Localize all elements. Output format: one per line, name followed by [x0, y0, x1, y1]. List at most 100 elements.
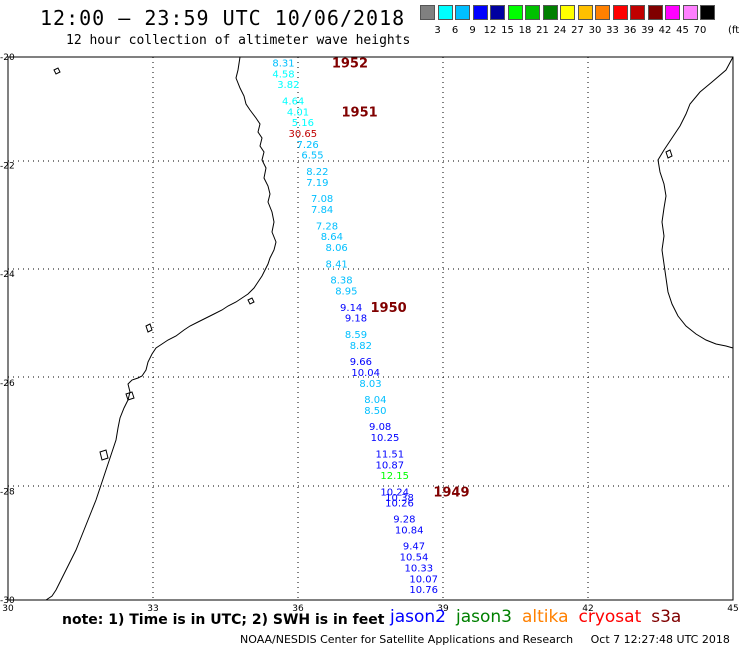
- wave-height-label: 9.14: [340, 303, 362, 314]
- small-island-3: [145, 323, 153, 333]
- wave-height-label: 9.28: [393, 515, 415, 526]
- wave-height-label: 30.65: [289, 129, 318, 140]
- wave-height-label: 9.66: [350, 357, 372, 368]
- legend-tick-label: 36: [623, 25, 637, 36]
- legend-swatch: [455, 5, 470, 20]
- wave-height-label: 6.55: [301, 151, 323, 162]
- legend-swatch: [560, 5, 575, 20]
- legend-tick-label: 33: [606, 25, 619, 36]
- wave-height-label: 10.54: [400, 553, 429, 564]
- wave-height-label: 10.87: [376, 460, 405, 471]
- satellite-name: cryosat: [578, 607, 642, 627]
- satellite-name: altika: [522, 607, 569, 627]
- track-pass-label: 1950: [371, 301, 407, 316]
- lat-tick-label: -24: [0, 270, 15, 280]
- legend-swatch: [437, 5, 453, 20]
- generated-timestamp: Oct 7 12:27:48 UTC 2018: [590, 633, 730, 646]
- wave-height-label: 10.07: [409, 574, 438, 585]
- legend-swatch: [700, 5, 715, 20]
- legend-tick-label: 3: [434, 25, 441, 36]
- wave-height-label: 7.08: [311, 194, 333, 205]
- wave-height-label: 9.47: [403, 542, 425, 553]
- wave-height-label: 8.59: [345, 330, 367, 341]
- wave-height-label: 8.38: [330, 276, 352, 287]
- wave-height-label: 4.01: [287, 107, 309, 118]
- wave-height-label: 8.64: [321, 232, 343, 243]
- wave-height-label: 9.08: [369, 422, 391, 433]
- wave-height-label: 12.15: [380, 471, 409, 482]
- lon-tick-label: 30: [2, 604, 14, 614]
- wave-height-label: 10.24: [380, 487, 409, 498]
- legend-tick-label: 70: [693, 25, 707, 36]
- wave-height-label: 8.03: [359, 379, 381, 390]
- credit-line: NOAA/NESDIS Center for Satellite Applica…: [240, 633, 740, 646]
- madagascar-coastline: [657, 56, 734, 349]
- legend-tick-label: 39: [641, 25, 654, 36]
- wave-height-label: 8.06: [326, 243, 348, 254]
- legend-swatch: [472, 5, 488, 20]
- africa-coastline: [45, 56, 277, 601]
- wave-height-label: 10.04: [351, 368, 380, 379]
- legend-swatch: [665, 5, 680, 20]
- satellite-name: s3a: [651, 607, 682, 627]
- lat-tick-label: -22: [0, 162, 15, 172]
- wave-height-label: 9.18: [345, 314, 367, 325]
- wave-height-label: 8.22: [306, 167, 328, 178]
- map-frame: [7, 56, 734, 601]
- track-pass-label: 1949: [433, 485, 469, 500]
- legend-tick-label: 42: [658, 25, 672, 36]
- legend-swatch: [612, 5, 628, 20]
- small-island-1: [53, 67, 61, 75]
- map-title: 12:00 – 23:59 UTC 10/06/2018: [40, 6, 406, 30]
- wave-height-label: 7.84: [311, 205, 333, 216]
- wave-height-label: 10.25: [371, 433, 400, 444]
- track-pass-label: 1951: [342, 105, 378, 120]
- legend-tick-label: 45: [676, 25, 689, 36]
- lat-tick-label: -20: [0, 53, 15, 63]
- wave-height-label: 7.28: [316, 221, 338, 232]
- legend-swatch: [630, 5, 645, 20]
- lon-tick-label: 36: [292, 604, 304, 614]
- legend-tick-label: 18: [518, 25, 532, 36]
- map-subtitle: 12 hour collection of altimeter wave hei…: [66, 33, 411, 48]
- satellite-name: jason2: [390, 607, 446, 627]
- longitude-labels: 30 33 36 39 42 45: [2, 604, 738, 614]
- lon-tick-label: 39: [437, 604, 449, 614]
- legend-unit: (ft): [728, 25, 740, 36]
- legend-tick-label: 6: [451, 25, 459, 36]
- wave-height-label: 10.33: [405, 563, 434, 574]
- legend-tick-label: 9: [469, 25, 476, 36]
- wave-height-label: 4.58: [272, 69, 294, 80]
- wave-height-label: 8.82: [350, 341, 372, 352]
- credit-text: NOAA/NESDIS Center for Satellite Applica…: [240, 633, 574, 646]
- legend-tick-label: 21: [536, 25, 549, 36]
- wave-height-label: 7.26: [297, 140, 319, 151]
- madagascar-islet: [665, 149, 673, 159]
- legend-tick-label: 27: [571, 25, 584, 36]
- latitude-labels: -20 -22 -24 -26 -28 -30: [0, 53, 15, 606]
- small-island-5: [125, 391, 135, 401]
- legend-swatch: [525, 5, 540, 20]
- small-island-4: [99, 449, 109, 461]
- wave-height-label: 4.64: [282, 96, 304, 107]
- wave-height-label: 5.16: [292, 118, 314, 129]
- lat-tick-label: -28: [0, 487, 15, 497]
- legend-swatch: [647, 5, 663, 20]
- wave-height-label: 8.04: [364, 395, 386, 406]
- legend-tick-label: 24: [553, 25, 567, 36]
- lon-tick-label: 45: [727, 604, 738, 614]
- lon-tick-label: 33: [147, 604, 158, 614]
- legend-swatch: [420, 5, 435, 20]
- legend-swatch: [490, 5, 505, 20]
- wave-height-label: 8.41: [326, 259, 348, 270]
- legend-swatch: [577, 5, 593, 20]
- wave-height-label: 10.84: [395, 525, 424, 536]
- wave-height-label: 8.95: [335, 286, 357, 297]
- legend-tick-label: 15: [501, 25, 514, 36]
- wave-height-label: 7.19: [306, 178, 328, 189]
- lon-tick-label: 42: [582, 604, 593, 614]
- small-island-2: [247, 297, 255, 305]
